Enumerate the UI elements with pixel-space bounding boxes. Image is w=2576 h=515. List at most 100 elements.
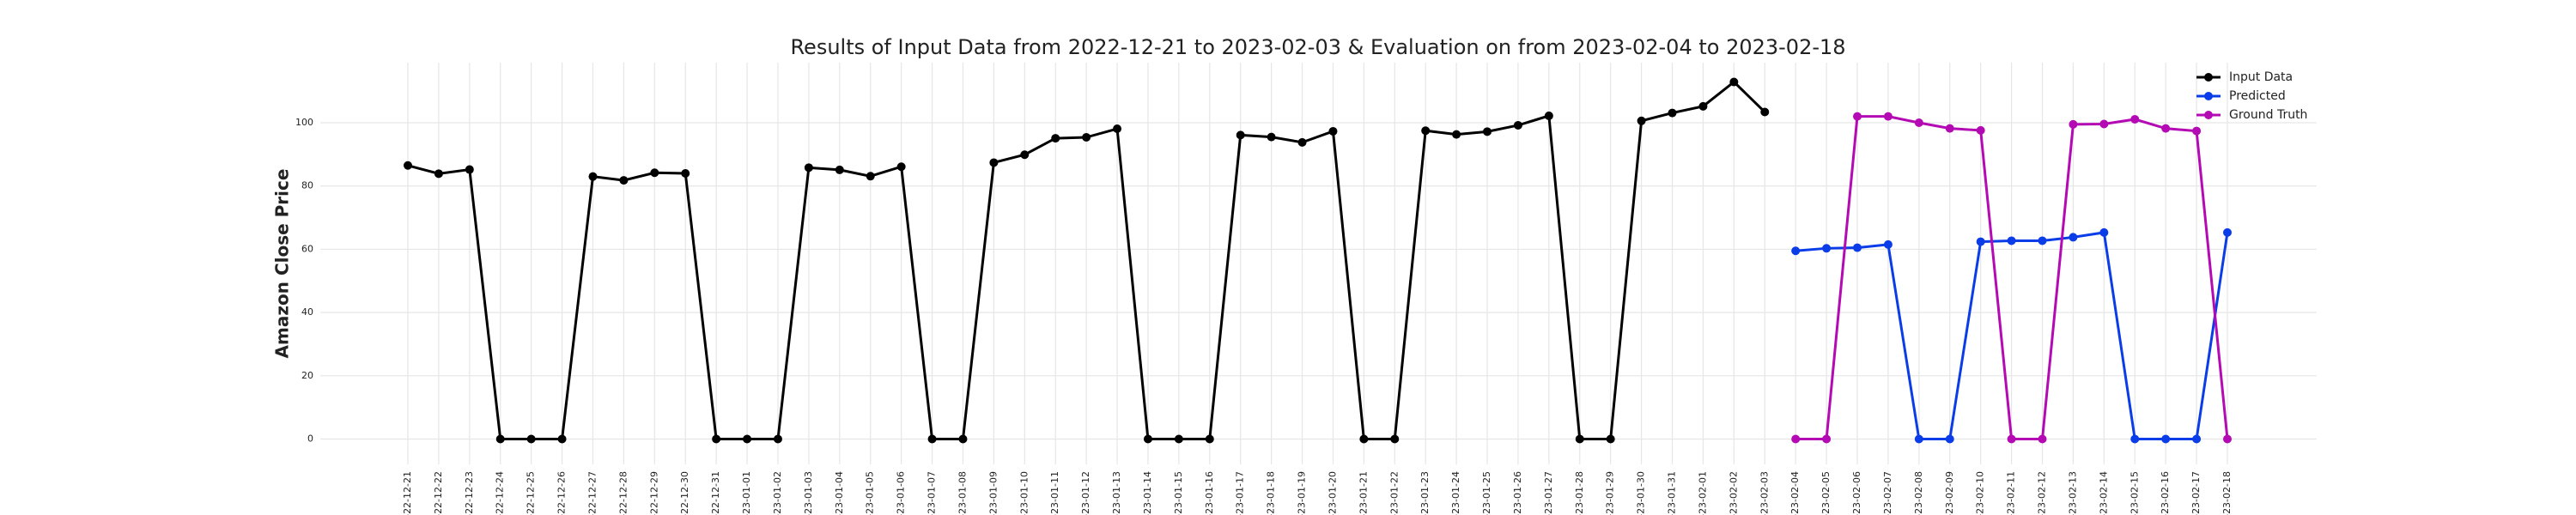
data-point	[1606, 434, 1615, 444]
x-tick-label: -23-02-07	[1882, 471, 1893, 515]
data-point	[866, 172, 875, 181]
data-point	[1914, 434, 1923, 444]
data-point	[404, 161, 412, 170]
x-tick-label: -23-02-10	[1975, 471, 1986, 515]
data-point	[681, 168, 690, 178]
x-tick-label: -23-01-08	[957, 471, 968, 515]
data-point	[2007, 434, 2016, 444]
data-point	[2007, 236, 2016, 245]
data-point	[1544, 111, 1553, 120]
data-point	[619, 176, 629, 185]
x-tick-label: -23-01-31	[1667, 471, 1678, 515]
data-point	[1791, 246, 1801, 256]
x-tick-label: -23-01-15	[1173, 471, 1184, 515]
x-tick-label: -23-01-29	[1605, 471, 1616, 515]
y-tick-label: 60	[301, 243, 313, 254]
x-tick-label: -23-01-23	[1419, 471, 1431, 515]
data-point	[1236, 130, 1245, 140]
data-point	[804, 163, 813, 173]
x-tick-label: -23-01-21	[1358, 471, 1369, 515]
data-point	[557, 434, 567, 444]
data-point	[2161, 434, 2171, 444]
data-point	[2069, 119, 2078, 129]
x-tick-label: -23-02-09	[1944, 471, 1955, 515]
x-tick-label: -23-01-12	[1080, 471, 1091, 515]
data-point	[1143, 434, 1152, 444]
x-tick-label: -22-12-28	[617, 471, 629, 515]
data-point	[1791, 434, 1801, 444]
data-point	[835, 165, 844, 174]
x-tick-label: -23-02-15	[2129, 471, 2140, 515]
data-point	[2099, 119, 2109, 129]
data-point	[1390, 434, 1400, 444]
data-point	[1174, 434, 1183, 444]
x-tick-label: -23-02-01	[1697, 471, 1708, 515]
data-point	[434, 169, 443, 179]
x-tick-label: -23-01-17	[1235, 471, 1246, 515]
x-tick-label: -23-01-24	[1450, 471, 1461, 515]
chart-title: Results of Input Data from 2022-12-21 to…	[790, 35, 1845, 59]
y-tick-label: 100	[295, 117, 313, 128]
x-tick-label: -23-02-02	[1728, 471, 1739, 515]
data-point	[2130, 434, 2140, 444]
data-point	[650, 168, 659, 178]
data-point	[1575, 434, 1584, 444]
data-point	[2130, 114, 2140, 124]
x-tick-label: -23-01-06	[896, 471, 907, 515]
x-tick-label: -22-12-22	[433, 471, 444, 515]
data-point	[1483, 127, 1492, 136]
y-tick-label: 80	[301, 180, 313, 191]
x-tick-label: -23-01-02	[772, 471, 783, 515]
data-point	[1513, 120, 1522, 130]
data-point	[1883, 239, 1893, 249]
x-tick-label: -23-01-13	[1111, 471, 1122, 515]
legend-label: Predicted	[2229, 89, 2286, 103]
x-tick-label: -23-02-14	[2098, 471, 2109, 515]
x-tick-label: -22-12-26	[556, 471, 568, 515]
data-point	[1853, 112, 1862, 121]
x-tick-label: -23-02-05	[1820, 471, 1832, 515]
data-point	[1976, 237, 1985, 246]
x-tick-label: -23-02-16	[2160, 471, 2171, 515]
x-tick-label: -23-01-03	[803, 471, 814, 515]
data-point	[927, 434, 937, 444]
data-point	[495, 434, 505, 444]
x-tick-label: -22-12-24	[495, 471, 506, 515]
x-tick-label: -22-12-31	[710, 471, 721, 515]
data-point	[1668, 108, 1677, 118]
data-point	[2223, 434, 2232, 444]
x-tick-label: -23-02-13	[2067, 471, 2078, 515]
data-point	[1822, 434, 1832, 444]
data-point	[465, 165, 474, 174]
data-point	[1637, 116, 1646, 125]
legend-marker	[2204, 92, 2213, 100]
x-tick-label: -23-01-05	[865, 471, 876, 515]
x-tick-label: -22-12-25	[526, 471, 537, 515]
x-tick-label: -23-01-28	[1574, 471, 1585, 515]
data-point	[588, 172, 598, 181]
x-tick-label: -23-01-30	[1636, 471, 1647, 515]
x-tick-label: -23-01-18	[1266, 471, 1277, 515]
data-point	[1205, 434, 1214, 444]
data-point	[2069, 233, 2078, 242]
x-tick-label: -23-02-17	[2190, 471, 2202, 515]
x-tick-label: -23-01-27	[1543, 471, 1554, 515]
x-tick-label: -23-02-03	[1759, 471, 1770, 515]
x-tick-label: -23-02-08	[1913, 471, 1924, 515]
legend-label: Input Data	[2229, 70, 2293, 84]
data-point	[1698, 101, 1708, 111]
data-point	[1297, 137, 1307, 147]
data-point	[1359, 434, 1369, 444]
data-point	[1051, 134, 1060, 143]
x-tick-label: -23-01-01	[741, 471, 752, 515]
data-point	[1914, 118, 1923, 128]
data-point	[1760, 107, 1770, 117]
y-tick-label: 0	[307, 433, 313, 445]
data-point	[1267, 132, 1276, 142]
data-point	[989, 158, 999, 167]
x-tick-label: -23-01-10	[1018, 471, 1030, 515]
x-tick-label: -23-02-11	[2006, 471, 2017, 515]
data-point	[958, 434, 968, 444]
x-tick-label: -23-01-04	[834, 471, 845, 515]
